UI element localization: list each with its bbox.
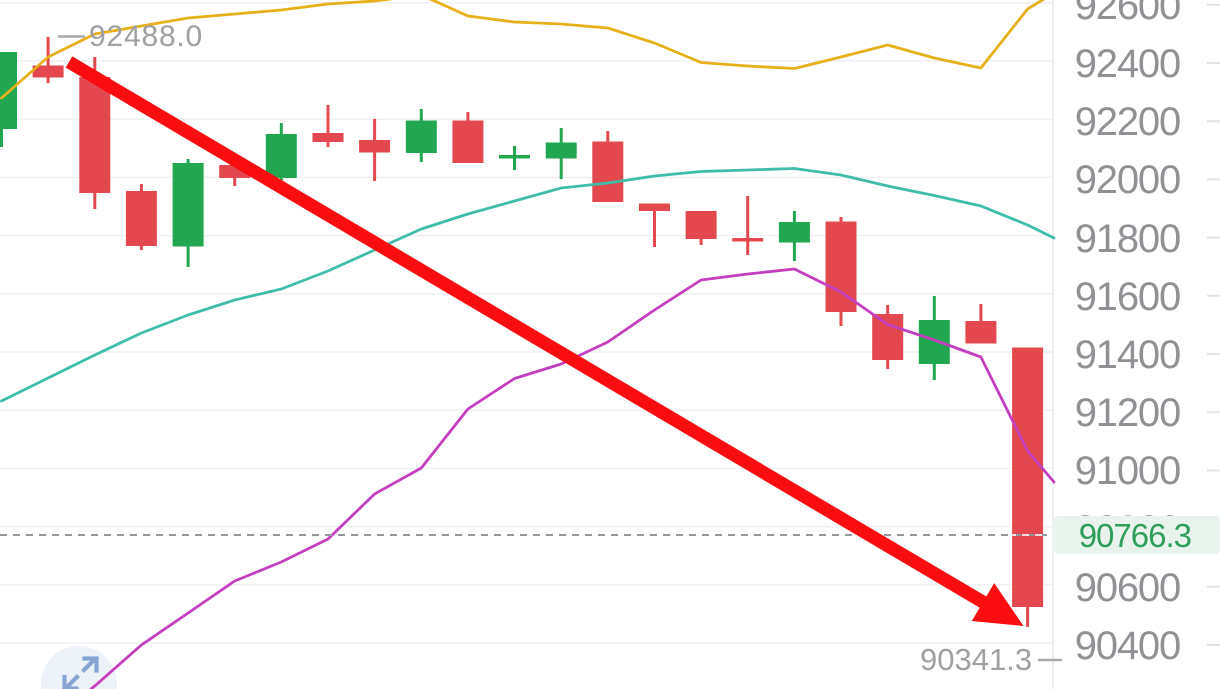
svg-text:91800: 91800 [1075, 217, 1180, 261]
svg-text:92488.0: 92488.0 [89, 20, 203, 53]
svg-text:90341.3: 90341.3 [920, 642, 1032, 677]
svg-text:90600: 90600 [1075, 566, 1180, 610]
svg-text:90766.3: 90766.3 [1079, 517, 1191, 554]
svg-text:91200: 91200 [1075, 391, 1180, 435]
svg-text:92600: 92600 [1075, 0, 1180, 28]
svg-text:91600: 91600 [1075, 275, 1180, 319]
svg-text:91400: 91400 [1075, 333, 1180, 377]
svg-text:90400: 90400 [1075, 624, 1180, 668]
svg-text:91000: 91000 [1075, 449, 1180, 493]
svg-text:92200: 92200 [1075, 100, 1180, 144]
svg-text:92400: 92400 [1075, 42, 1180, 86]
svg-text:92000: 92000 [1075, 158, 1180, 202]
